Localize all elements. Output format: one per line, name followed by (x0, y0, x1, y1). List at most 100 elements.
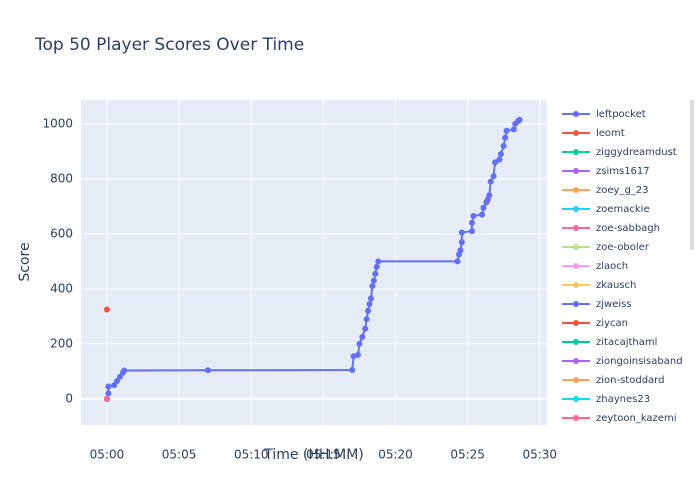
legend-item[interactable]: zlaoch (562, 261, 628, 272)
legend-item[interactable]: zkausch (562, 280, 636, 291)
legend-label: zjweiss (596, 299, 632, 310)
legend[interactable]: leftpocket leomt ziggydreamdust zsims1617 zo… (562, 109, 683, 424)
legend-swatch-marker (573, 149, 579, 155)
data-point (355, 351, 362, 358)
data-point (497, 151, 504, 158)
data-point (103, 306, 110, 313)
legend-label: leftpocket (596, 109, 646, 120)
data-point (516, 116, 523, 123)
legend-item[interactable]: zoey_g_23 (562, 185, 649, 196)
legend-item[interactable]: zoe-oboler (562, 242, 650, 253)
data-point (510, 126, 517, 133)
legend-item[interactable]: leftpocket (562, 109, 646, 120)
data-point (362, 325, 369, 332)
legend-label: zitacajthaml (596, 337, 657, 348)
legend-swatch-marker (573, 358, 579, 364)
legend-swatch-marker (573, 206, 579, 212)
legend-item[interactable]: zhaynes23 (562, 394, 650, 405)
data-point (359, 334, 366, 341)
legend-label: zoe-sabbagh (596, 223, 660, 234)
chart-title: Top 50 Player Scores Over Time (34, 35, 304, 55)
legend-item[interactable]: zion-stoddard (562, 375, 664, 386)
legend-swatch-marker (573, 111, 579, 117)
data-point (365, 307, 372, 314)
y-axis-title: Score (17, 242, 33, 281)
legend-swatch-marker (573, 168, 579, 174)
legend-label: zsims1617 (596, 166, 650, 177)
data-layer (103, 116, 523, 402)
legend-swatch-marker (573, 187, 579, 193)
legend-swatch-marker (573, 130, 579, 136)
legend-swatch-marker (573, 225, 579, 231)
legend-label: ziggydreamdust (596, 147, 677, 158)
data-point (121, 367, 128, 374)
x-tick-label: 05:00 (90, 448, 125, 462)
data-point (105, 383, 112, 390)
data-point (367, 295, 374, 302)
legend-label: leomt (596, 128, 625, 139)
legend-label: zkausch (596, 280, 636, 291)
legend-item[interactable]: zitacajthaml (562, 337, 657, 348)
data-point (500, 142, 507, 149)
legend-label: zlaoch (596, 261, 628, 272)
legend-swatch-marker (573, 282, 579, 288)
data-point (470, 213, 477, 220)
legend-item[interactable]: ziongoinsisaband (562, 356, 683, 367)
data-point (487, 178, 494, 185)
legend-swatch-marker (573, 244, 579, 250)
y-tick-label: 400 (50, 281, 73, 295)
data-point (496, 156, 503, 163)
legend-label: zoe-oboler (596, 242, 650, 253)
x-tick-label: 05:15 (306, 448, 341, 462)
legend-item[interactable]: zoemackie (562, 204, 650, 215)
legend-label: zoey_g_23 (596, 185, 649, 196)
y-tick-label: 0 (65, 391, 73, 405)
data-point (105, 390, 112, 397)
legend-swatch-marker (573, 377, 579, 383)
legend-item[interactable]: ziggydreamdust (562, 147, 677, 158)
data-point (468, 228, 475, 235)
legend-label: zeytoon_kazemi (596, 413, 676, 424)
data-point (375, 258, 382, 265)
data-point (373, 263, 380, 270)
legend-swatch-marker (573, 320, 579, 326)
data-point (363, 316, 370, 323)
data-point (468, 219, 475, 226)
legend-item[interactable]: ziycan (562, 318, 628, 329)
legend-item[interactable]: zjweiss (562, 299, 632, 310)
data-point (479, 211, 486, 218)
legend-swatch-marker (573, 415, 579, 421)
data-point (370, 277, 377, 284)
x-tick-label: 05:10 (234, 448, 269, 462)
data-point (366, 301, 373, 308)
data-point (454, 258, 461, 265)
x-tick-label: 05:20 (378, 448, 413, 462)
legend-label: ziongoinsisaband (596, 356, 683, 367)
y-tick-label: 800 (50, 171, 73, 185)
data-point (457, 247, 464, 254)
data-point (356, 340, 363, 347)
data-point (349, 367, 356, 374)
data-point (204, 367, 211, 374)
x-tick-label: 05:30 (522, 448, 557, 462)
data-point (372, 270, 379, 277)
data-point (480, 204, 487, 211)
data-point (458, 229, 465, 236)
x-tick-label: 05:05 (162, 448, 197, 462)
legend-item[interactable]: zsims1617 (562, 166, 650, 177)
legend-scrollbar[interactable] (690, 100, 694, 250)
legend-swatch-marker (573, 263, 579, 269)
data-point (103, 395, 110, 402)
legend-label: zion-stoddard (596, 375, 664, 386)
x-axis-title: Time (HH:MM) (263, 447, 364, 463)
legend-label: zoemackie (596, 204, 650, 215)
legend-swatch-marker (573, 301, 579, 307)
legend-item[interactable]: leomt (562, 128, 625, 139)
y-tick-label: 600 (50, 226, 73, 240)
legend-item[interactable]: zoe-sabbagh (562, 223, 660, 234)
legend-item[interactable]: zeytoon_kazemi (562, 413, 676, 424)
legend-swatch-marker (573, 396, 579, 402)
legend-label: ziycan (596, 318, 628, 329)
legend-label: zhaynes23 (596, 394, 650, 405)
